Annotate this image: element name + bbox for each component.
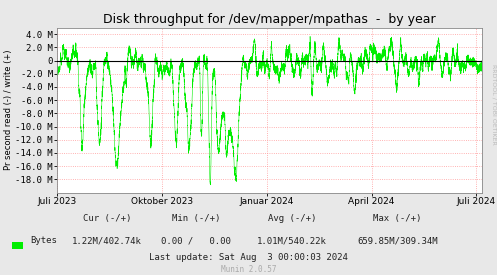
Text: Bytes: Bytes [30, 236, 57, 245]
Y-axis label: Pr second read (-) / write (+): Pr second read (-) / write (+) [3, 50, 12, 170]
Text: RRDTOOL / TOBI OETIKER: RRDTOOL / TOBI OETIKER [491, 64, 496, 145]
Text: 0.00 /   0.00: 0.00 / 0.00 [162, 236, 231, 245]
Text: Munin 2.0.57: Munin 2.0.57 [221, 265, 276, 274]
Text: Avg (-/+): Avg (-/+) [268, 214, 317, 223]
Text: 659.85M/309.34M: 659.85M/309.34M [357, 236, 438, 245]
Text: Cur (-/+): Cur (-/+) [83, 214, 131, 223]
Text: 1.22M/402.74k: 1.22M/402.74k [72, 236, 142, 245]
Text: 1.01M/540.22k: 1.01M/540.22k [257, 236, 327, 245]
Text: Max (-/+): Max (-/+) [373, 214, 422, 223]
Title: Disk throughput for /dev/mapper/mpathas  -  by year: Disk throughput for /dev/mapper/mpathas … [103, 13, 436, 26]
Text: Last update: Sat Aug  3 00:00:03 2024: Last update: Sat Aug 3 00:00:03 2024 [149, 253, 348, 262]
Text: Min (-/+): Min (-/+) [172, 214, 221, 223]
